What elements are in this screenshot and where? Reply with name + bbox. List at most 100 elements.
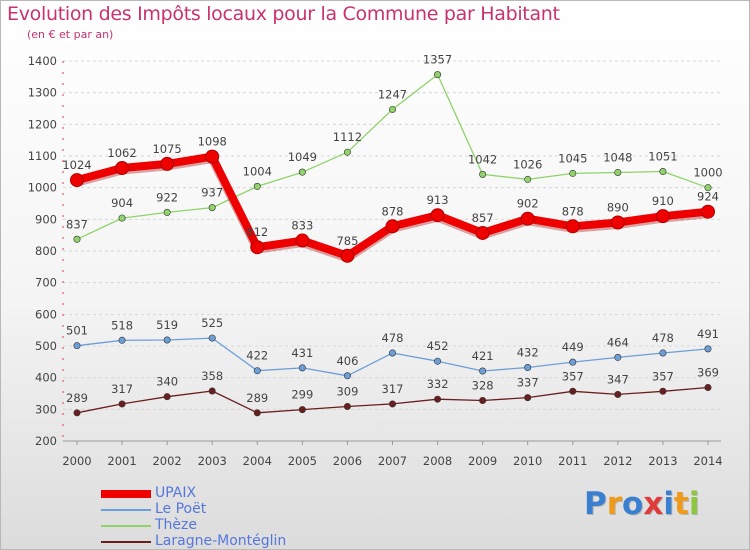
data-label: 1112	[333, 130, 362, 144]
data-point	[298, 406, 306, 414]
data-label: 478	[382, 331, 404, 345]
data-label: 317	[382, 382, 404, 396]
data-point	[253, 409, 261, 417]
x-tick-label: 2005	[288, 454, 317, 468]
data-label: 1000	[693, 166, 722, 180]
data-point	[479, 170, 487, 178]
data-point	[115, 161, 130, 176]
data-label: 904	[111, 196, 133, 210]
chart-subtitle: (en € et par an)	[27, 28, 114, 41]
data-point	[655, 209, 670, 224]
data-label: 289	[66, 391, 88, 405]
data-point	[434, 357, 442, 365]
data-label: 431	[291, 346, 313, 360]
logo-letter: i	[663, 486, 674, 522]
data-point	[700, 204, 715, 219]
x-tick-label: 2011	[558, 454, 587, 468]
data-label: 1247	[378, 87, 407, 101]
data-point	[208, 334, 216, 342]
data-point	[610, 215, 625, 230]
data-label: 525	[201, 316, 223, 330]
x-tick-label: 2009	[468, 454, 497, 468]
x-tick-label: 2006	[333, 454, 362, 468]
data-label: 421	[472, 349, 494, 363]
data-point	[565, 219, 580, 234]
data-label: 491	[697, 327, 719, 341]
y-tick-label: 700	[35, 276, 57, 290]
data-point	[614, 390, 622, 398]
data-label: 309	[336, 384, 358, 398]
series-le-poet: 501 518 519 525 422 431 406 478 452 421 432 449 464 4…	[66, 316, 719, 380]
data-point	[298, 168, 306, 176]
data-point	[704, 184, 712, 192]
data-point	[524, 175, 532, 183]
data-label: 1024	[62, 158, 91, 172]
x-tick-label: 2012	[603, 454, 632, 468]
data-label: 432	[517, 346, 539, 360]
data-point	[388, 400, 396, 408]
x-tick-label: 2013	[648, 454, 677, 468]
data-point	[434, 71, 442, 79]
data-point	[569, 169, 577, 177]
series-theze: 837 904 922 937 1004 1049 1112 1247 1357 1042 1026…	[66, 53, 723, 243]
data-point	[163, 208, 171, 216]
data-point	[388, 349, 396, 357]
data-point	[520, 211, 535, 226]
x-tick-label: 2001	[107, 454, 136, 468]
data-label: 1075	[152, 142, 181, 156]
data-label: 328	[472, 378, 494, 392]
y-tick-label: 1200	[28, 117, 57, 131]
data-label: 1026	[513, 157, 542, 171]
legend-swatch	[101, 490, 151, 498]
y-tick-label: 600	[35, 307, 57, 321]
data-point	[385, 219, 400, 234]
data-point	[343, 402, 351, 410]
data-label: 902	[517, 197, 539, 211]
y-tick-label: 1000	[28, 181, 57, 195]
y-tick-label: 1100	[28, 149, 57, 163]
y-tick-label: 1300	[28, 86, 57, 100]
data-label: 833	[291, 219, 313, 233]
data-label: 937	[201, 186, 223, 200]
legend-label: UPAIX	[155, 485, 197, 501]
data-label: 922	[156, 190, 178, 204]
data-label: 878	[382, 204, 404, 218]
data-point	[160, 156, 175, 171]
data-point	[118, 336, 126, 344]
data-point	[205, 149, 220, 164]
data-label: 1004	[243, 164, 272, 178]
data-point	[340, 248, 355, 263]
data-point	[524, 364, 532, 372]
data-label: 1098	[198, 135, 227, 149]
data-point	[479, 367, 487, 375]
y-tick-label: 1400	[28, 54, 57, 68]
legend-label: Laragne-Montéglin	[155, 533, 287, 549]
logo-letter: x	[643, 486, 664, 522]
data-label: 369	[697, 365, 719, 379]
data-point	[298, 364, 306, 372]
data-label: 924	[697, 190, 719, 204]
data-label: 1049	[288, 150, 317, 164]
legend-swatch	[101, 525, 151, 527]
y-tick-label: 200	[35, 434, 57, 448]
data-label: 449	[562, 340, 584, 354]
y-tick-label: 400	[35, 371, 57, 385]
x-tick-label: 2007	[378, 454, 407, 468]
x-tick-label: 2003	[198, 454, 227, 468]
data-point	[614, 353, 622, 361]
chart-title: Evolution des Impôts locaux pour la Comm…	[7, 3, 560, 25]
x-tick-label: 2014	[693, 454, 722, 468]
y-tick-label: 800	[35, 244, 57, 258]
data-point	[343, 372, 351, 380]
data-point	[704, 345, 712, 353]
data-point	[250, 240, 265, 255]
data-label: 1051	[648, 150, 677, 164]
legend-label: Thèze	[155, 517, 197, 533]
data-label: 910	[652, 194, 674, 208]
data-point	[479, 396, 487, 404]
data-label: 337	[517, 376, 539, 390]
y-tick-label: 500	[35, 339, 57, 353]
data-point	[253, 367, 261, 375]
